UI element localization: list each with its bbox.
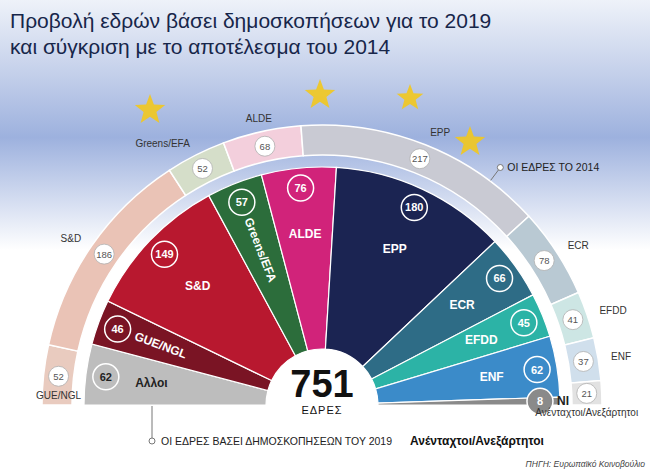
data-label: 52 bbox=[197, 163, 208, 174]
value-badge bbox=[577, 383, 597, 403]
category-label: EFDD bbox=[465, 333, 498, 347]
title: Προβολή εδρών βάσει δημοσκοπήσεων για το… bbox=[10, 9, 491, 58]
category-label: EPP bbox=[430, 127, 450, 138]
data-label: 62 bbox=[531, 364, 543, 376]
data-label: 186 bbox=[96, 249, 112, 260]
title-line: Προβολή εδρών βάσει δημοσκοπήσεων για το… bbox=[10, 9, 491, 32]
category-label: EFDD bbox=[599, 305, 626, 316]
category-label: ENF bbox=[611, 351, 631, 362]
data-label: 62 bbox=[100, 371, 112, 383]
total-label: ΕΔΡΕΣ bbox=[301, 404, 342, 416]
category-label: EPP bbox=[383, 242, 407, 256]
category-label: Αλλοι bbox=[135, 376, 168, 390]
data-label: 57 bbox=[236, 196, 248, 208]
seat-segment bbox=[565, 338, 601, 383]
category-label: ECR bbox=[568, 240, 589, 251]
leader-dot bbox=[149, 438, 155, 444]
outer-labels: 52 GUE/NGL 186 S&D 52 Greens/EFA 68 ALDE 217 EPP 7… bbox=[36, 113, 638, 419]
data-label: 8 bbox=[537, 395, 543, 407]
category-label: S&D bbox=[61, 233, 82, 244]
data-label: 76 bbox=[294, 182, 306, 194]
data-label: 52 bbox=[53, 371, 64, 382]
title-line: και σύγκριση με το αποτέλεσμα του 2014 bbox=[10, 35, 391, 58]
value-badge bbox=[410, 149, 430, 169]
value-badge bbox=[563, 310, 583, 330]
category-label: ALDE bbox=[246, 113, 272, 124]
leader-dot bbox=[497, 164, 503, 170]
value-badge bbox=[229, 189, 255, 215]
seat-segment bbox=[261, 167, 336, 351]
data-label: 37 bbox=[578, 356, 589, 367]
ring-annotation: ΟΙ ΕΔΡΕΣ ΒΑΣΕΙ ΔΗΜΟΣΚΟΠΗΣΕΩΝ ΤΟΥ 2019 bbox=[161, 435, 392, 447]
seat-segment bbox=[551, 292, 594, 345]
category-label: S&D bbox=[185, 279, 211, 293]
value-badge bbox=[511, 310, 537, 336]
flag-star bbox=[305, 79, 335, 108]
data-label: 78 bbox=[539, 255, 550, 266]
value-badge bbox=[255, 136, 275, 156]
seat-segment bbox=[169, 143, 234, 196]
category-label: Greens/EFA bbox=[241, 216, 279, 285]
value-badge bbox=[573, 351, 593, 371]
ring-annotation: ΟΙ ΕΔΡΕΣ ΤΟ 2014 bbox=[507, 161, 599, 173]
data-label: 149 bbox=[155, 248, 173, 260]
category-label: Ανένταχτοι/Ανεξάρτητοι bbox=[535, 407, 638, 419]
value-badge bbox=[93, 364, 119, 390]
seat-segment bbox=[571, 380, 602, 405]
data-label: 66 bbox=[493, 272, 505, 284]
flag-star bbox=[455, 126, 485, 155]
data-label: 46 bbox=[112, 323, 124, 335]
flag-star bbox=[397, 84, 424, 109]
leader-line bbox=[152, 406, 153, 438]
data-label: 68 bbox=[260, 141, 271, 152]
seat-segment bbox=[507, 216, 579, 304]
outer-ring bbox=[42, 125, 602, 405]
value-badge bbox=[288, 175, 314, 201]
category-label: ALDE bbox=[289, 227, 322, 241]
category-label: NI bbox=[557, 394, 569, 408]
data-label: 41 bbox=[568, 314, 579, 325]
total-value: 751 bbox=[290, 363, 353, 405]
seat-segment bbox=[49, 170, 186, 351]
flag-star bbox=[135, 94, 165, 123]
data-label: 21 bbox=[581, 388, 592, 399]
seat-segment bbox=[301, 125, 529, 237]
category-label: Greens/EFA bbox=[135, 138, 190, 149]
seat-segment bbox=[224, 126, 304, 171]
annotation: Ανένταχτοι/Ανεξάρτητοι bbox=[410, 434, 544, 448]
category-label: GUE/NGL bbox=[133, 329, 189, 361]
value-badge bbox=[49, 366, 69, 386]
data-label: 45 bbox=[518, 317, 530, 329]
category-label: ECR bbox=[449, 298, 475, 312]
chart-canvas: Προβολή εδρών βάσει δημοσκοπήσεων για το… bbox=[0, 0, 650, 472]
value-badge bbox=[94, 244, 114, 264]
value-badge bbox=[487, 265, 513, 291]
value-badge bbox=[105, 316, 131, 342]
value-badge bbox=[192, 158, 212, 178]
category-label: GUE/NGL bbox=[36, 390, 81, 401]
value-badge bbox=[152, 241, 178, 267]
value-badge bbox=[534, 251, 554, 271]
value-badge bbox=[524, 357, 550, 383]
source: ΠΗΓΗ: Ευρωπαϊκό Κοινοβούλιο bbox=[526, 459, 646, 469]
data-label: 180 bbox=[405, 201, 423, 213]
category-label: ENF bbox=[480, 370, 504, 384]
value-badge bbox=[401, 194, 427, 220]
data-label: 217 bbox=[412, 153, 428, 164]
